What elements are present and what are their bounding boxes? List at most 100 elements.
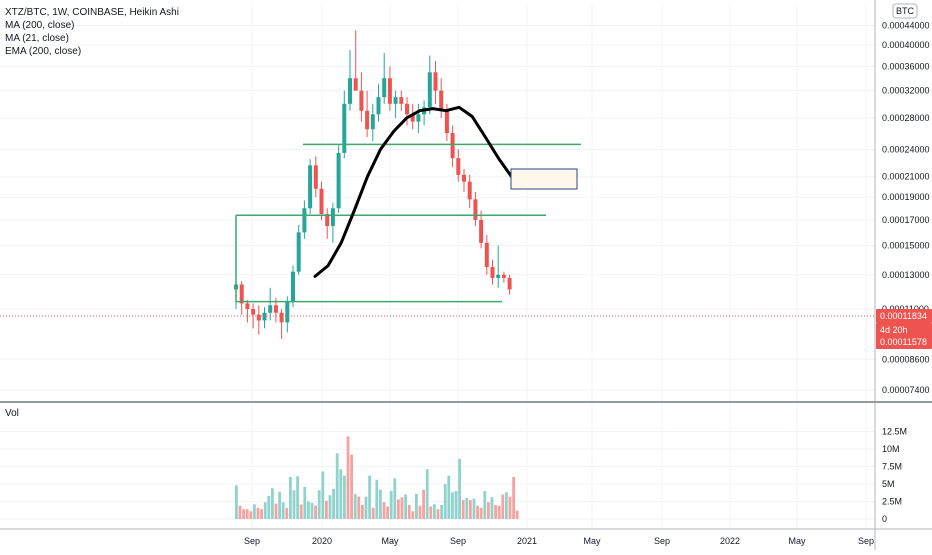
candle-body xyxy=(376,97,381,115)
volume-tick-label-0: 0 xyxy=(882,514,887,524)
volume-bar xyxy=(274,503,278,519)
volume-tick-label-1: 2.5M xyxy=(882,497,902,507)
candle-body xyxy=(467,181,472,200)
price-tick-label-5: 0.00017000 xyxy=(882,215,930,225)
candle-body xyxy=(359,90,364,111)
volume-bar xyxy=(389,491,393,519)
volume-legend[interactable]: Vol xyxy=(5,408,19,419)
candle-body xyxy=(342,103,347,153)
countdown-tag-bg xyxy=(876,323,932,337)
volume-bar xyxy=(267,495,271,519)
volume-bar xyxy=(292,490,296,519)
volume-bar xyxy=(411,511,415,519)
volume-bar xyxy=(425,469,429,519)
candle-body xyxy=(256,314,261,321)
volume-bar xyxy=(451,492,454,519)
volume-bar xyxy=(443,484,447,519)
candle-body xyxy=(348,78,352,104)
legend-ma21[interactable]: MA (21, close) xyxy=(5,33,69,44)
time-tick-label-7: 2022 xyxy=(720,536,740,546)
volume-bar xyxy=(400,497,404,519)
candle-body xyxy=(330,208,335,227)
volume-bar xyxy=(487,502,490,519)
candle-body xyxy=(353,78,358,91)
candle-body xyxy=(410,114,415,122)
last-price-tag: 0.00011834 xyxy=(880,311,927,321)
candle-body xyxy=(268,305,273,313)
second-price-tag: 0.00011578 xyxy=(880,337,927,347)
volume-bar xyxy=(465,498,469,519)
legend-ma200[interactable]: MA (200, close) xyxy=(5,20,75,31)
second-price-tag-bg xyxy=(876,335,932,349)
candle-body xyxy=(325,214,330,227)
volume-bar xyxy=(317,490,321,519)
candle-body xyxy=(308,165,313,209)
candle-body xyxy=(444,110,449,134)
candle-body xyxy=(365,110,370,130)
volume-tick-label-4: 10M xyxy=(882,444,900,454)
candle-body xyxy=(239,284,244,304)
volume-bar xyxy=(469,500,472,519)
volume-bar xyxy=(505,492,508,519)
candle-body xyxy=(439,90,444,111)
volume-bar xyxy=(461,500,465,519)
price-tick-label-11: 0.00036000 xyxy=(882,62,930,72)
volume-bar xyxy=(454,491,458,519)
volume-bar xyxy=(386,506,389,519)
candle-body xyxy=(433,72,438,91)
volume-bar xyxy=(476,505,479,519)
volume-tick-label-3: 7.5M xyxy=(882,462,902,472)
time-tick-label-3: Sep xyxy=(450,536,466,546)
volume-bar xyxy=(361,505,364,519)
volume-bar xyxy=(447,475,451,519)
volume-bar xyxy=(321,471,325,519)
candle-body xyxy=(319,188,324,215)
candle-body xyxy=(336,152,341,209)
volume-bar xyxy=(397,499,400,519)
volume-bar xyxy=(278,491,281,519)
candle-body xyxy=(262,312,267,321)
price-tick-label-1: 0.00008600 xyxy=(882,354,930,364)
volume-bar xyxy=(357,496,361,519)
volume-bar xyxy=(429,506,433,519)
candle-body xyxy=(507,277,512,290)
chart-legend: XTZ/BTC, 1W, COINBASE, Heikin Ashi MA (2… xyxy=(5,6,179,58)
candle-body xyxy=(399,97,404,104)
time-tick-label-0: Sep xyxy=(244,536,260,546)
candle-body xyxy=(484,242,489,268)
candle-body xyxy=(473,199,478,220)
volume-bar xyxy=(407,505,411,519)
time-tick-label-2: May xyxy=(381,536,399,546)
volume-bar xyxy=(296,476,299,519)
time-tick-label-4: 2021 xyxy=(517,536,537,546)
volume-bar xyxy=(371,507,375,519)
volume-bar xyxy=(375,479,379,519)
candle-body xyxy=(296,232,301,272)
legend-title[interactable]: XTZ/BTC, 1W, COINBASE, Heikin Ashi xyxy=(5,7,179,18)
candle-body xyxy=(382,78,387,98)
price-tick-label-3: 0.00013000 xyxy=(882,270,930,280)
volume-bar xyxy=(364,496,368,519)
volume-bar xyxy=(325,500,328,519)
candle-body xyxy=(496,274,501,278)
volume-bar xyxy=(512,477,515,519)
candle-body xyxy=(285,301,290,323)
candle-body xyxy=(245,303,250,309)
volume-bar xyxy=(249,511,253,519)
currency-badge: BTC xyxy=(896,6,915,16)
time-tick-label-1: 2020 xyxy=(312,536,332,546)
candle-body xyxy=(279,312,284,323)
volume-bar xyxy=(289,477,292,519)
volume-bar xyxy=(422,489,425,519)
candle-body xyxy=(490,267,495,278)
volume-bar xyxy=(328,495,332,519)
volume-bar xyxy=(490,497,494,519)
volume-bar xyxy=(235,485,238,519)
volume-bar xyxy=(263,502,267,519)
volume-bar xyxy=(310,502,314,519)
candle-body xyxy=(501,274,506,278)
price-tick-label-2: 0.00011000 xyxy=(882,304,929,314)
volume-bar xyxy=(238,505,242,519)
legend-ema200[interactable]: EMA (200, close) xyxy=(5,46,82,57)
